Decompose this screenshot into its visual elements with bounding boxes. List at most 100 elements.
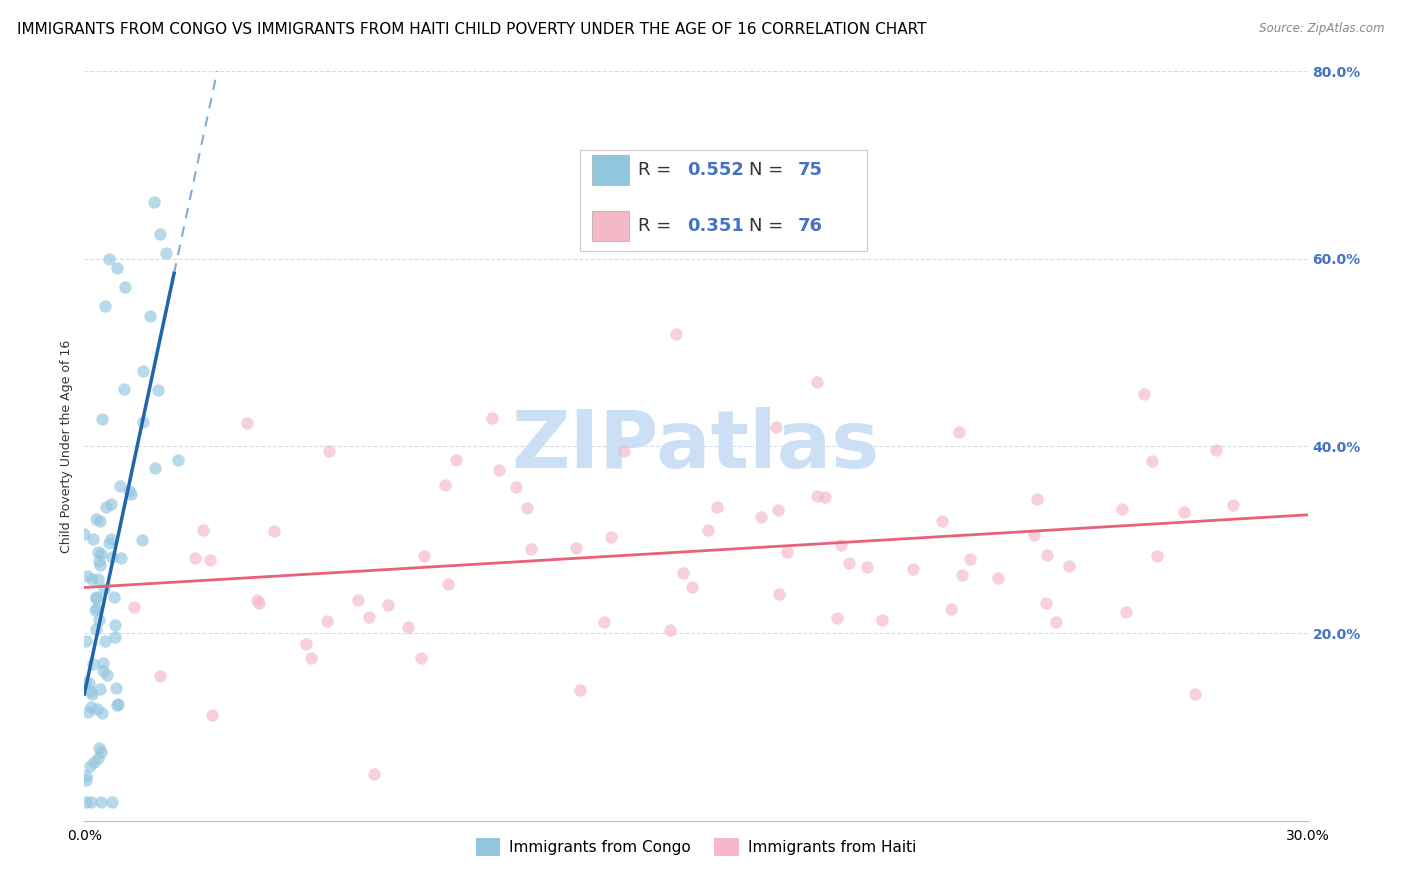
Point [830,538,852,552]
Point [87,573,110,587]
Text: R =: R = [638,161,678,179]
Point [86,600,108,615]
Point [90,795,112,809]
Point [697,524,720,538]
Point [347,592,370,607]
Text: 75: 75 [797,161,823,179]
Text: IMMIGRANTS FROM CONGO VS IMMIGRANTS FROM HAITI CHILD POVERTY UNDER THE AGE OF 16: IMMIGRANTS FROM CONGO VS IMMIGRANTS FROM… [17,22,927,37]
Point [814,490,837,504]
Point [569,683,592,698]
Point [114,280,136,294]
Text: Source: ZipAtlas.com: Source: ZipAtlas.com [1260,22,1385,36]
Point [100,497,122,511]
Point [97,252,120,266]
Point [104,617,127,632]
Point [93,298,115,313]
Text: R =: R = [638,218,678,235]
Point [806,490,828,504]
Point [142,195,165,210]
Point [84,622,107,636]
Point [411,651,433,665]
Point [84,591,107,606]
Point [1146,549,1168,563]
Point [987,571,1010,585]
Text: 0.552: 0.552 [688,161,744,179]
Point [318,443,340,458]
Point [768,587,790,601]
Point [89,681,111,696]
Point [73,674,96,689]
Text: N =: N = [748,218,789,235]
Point [749,509,772,524]
Point [103,590,125,604]
Point [1205,442,1227,457]
Point [1024,527,1046,541]
Point [299,651,322,665]
Point [96,500,118,515]
FancyBboxPatch shape [592,155,628,186]
Point [149,227,172,241]
Point [146,384,169,398]
FancyBboxPatch shape [579,150,868,252]
Point [1025,492,1047,507]
Point [84,590,107,604]
Point [132,415,155,429]
Point [1111,502,1133,516]
Point [939,602,962,616]
Point [363,767,385,781]
Point [706,500,728,514]
Point [1036,548,1059,562]
Point [124,599,146,614]
Point [901,562,924,576]
Point [107,697,129,711]
Point [658,623,681,637]
Point [1173,505,1195,519]
Point [120,486,142,500]
Point [149,669,172,683]
Point [89,514,111,528]
Point [520,541,543,556]
Point [825,611,848,625]
Point [377,598,399,612]
Point [488,463,510,477]
Point [139,309,162,323]
Point [1045,615,1067,630]
Point [1184,688,1206,702]
Point [90,744,112,758]
Point [82,687,104,701]
Point [82,657,104,672]
Point [247,596,270,610]
Point [104,630,127,644]
Point [592,615,614,630]
Point [613,443,636,458]
Point [681,581,703,595]
Point [87,554,110,568]
Point [93,582,115,596]
Text: 76: 76 [797,218,823,235]
Point [959,552,981,566]
Point [104,681,127,696]
Point [765,420,787,434]
Point [201,708,224,723]
Point [107,698,129,712]
Point [91,412,114,426]
Point [89,613,111,627]
Point [100,532,122,546]
Point [84,603,107,617]
Point [101,550,124,565]
Point [80,700,103,714]
Point [505,480,527,494]
Point [89,558,111,572]
Point [412,549,434,564]
Point [950,567,973,582]
Point [776,544,799,558]
Point [94,633,117,648]
Point [396,620,419,634]
Point [84,512,107,526]
Point [79,684,101,698]
Point [766,503,789,517]
Point [481,411,503,425]
Point [316,615,339,629]
Point [91,706,114,721]
Point [948,425,970,439]
